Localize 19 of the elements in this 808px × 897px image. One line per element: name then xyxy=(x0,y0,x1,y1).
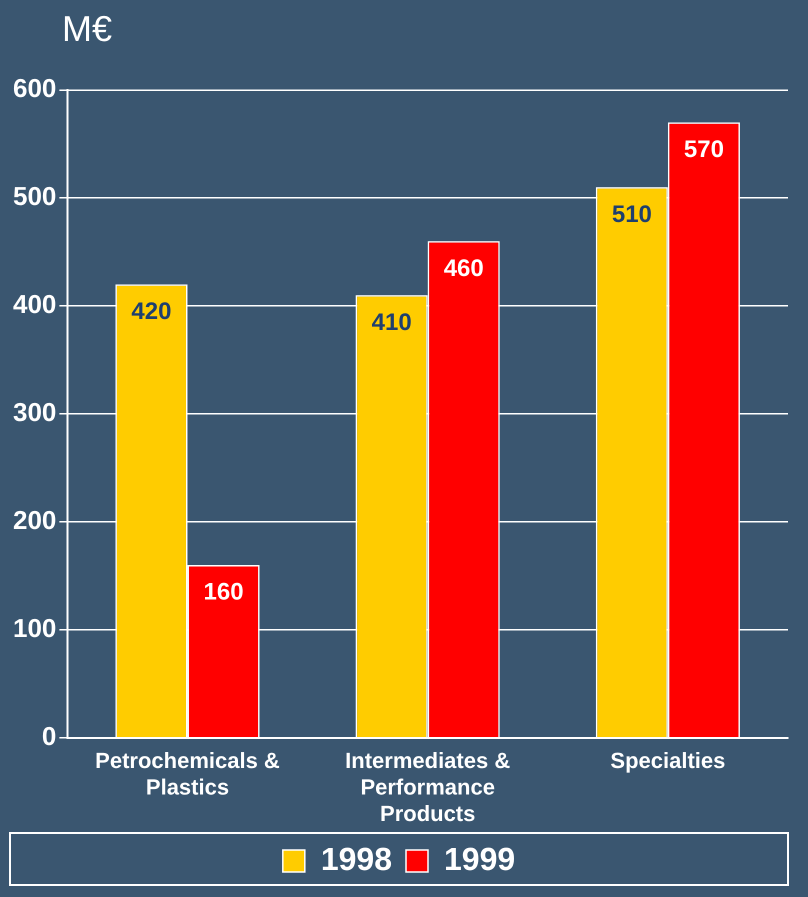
data-label: 510 xyxy=(612,200,652,228)
x-tick-label: Specialties xyxy=(610,748,726,774)
y-tick-label: 300 xyxy=(12,397,56,428)
legend-label: 1999 xyxy=(444,840,516,877)
x-tick-label: Petrochemicals & Plastics xyxy=(95,748,280,800)
data-label: 460 xyxy=(444,254,484,282)
y-tick-label: 600 xyxy=(12,73,56,104)
y-axis-title: M€ xyxy=(62,8,112,50)
data-label: 570 xyxy=(684,136,724,164)
legend-label: 1998 xyxy=(320,840,392,877)
y-tick-label: 200 xyxy=(12,505,56,536)
x-tick-label: Intermediates & Performance Products xyxy=(345,748,510,826)
y-tick-label: 400 xyxy=(12,289,56,320)
y-tick-label: 100 xyxy=(12,613,56,644)
data-label: 420 xyxy=(131,298,172,325)
data-label: 410 xyxy=(372,308,412,336)
y-tick-label: 0 xyxy=(42,720,56,751)
y-tick-label: 500 xyxy=(12,181,56,212)
data-label: 160 xyxy=(203,578,244,606)
